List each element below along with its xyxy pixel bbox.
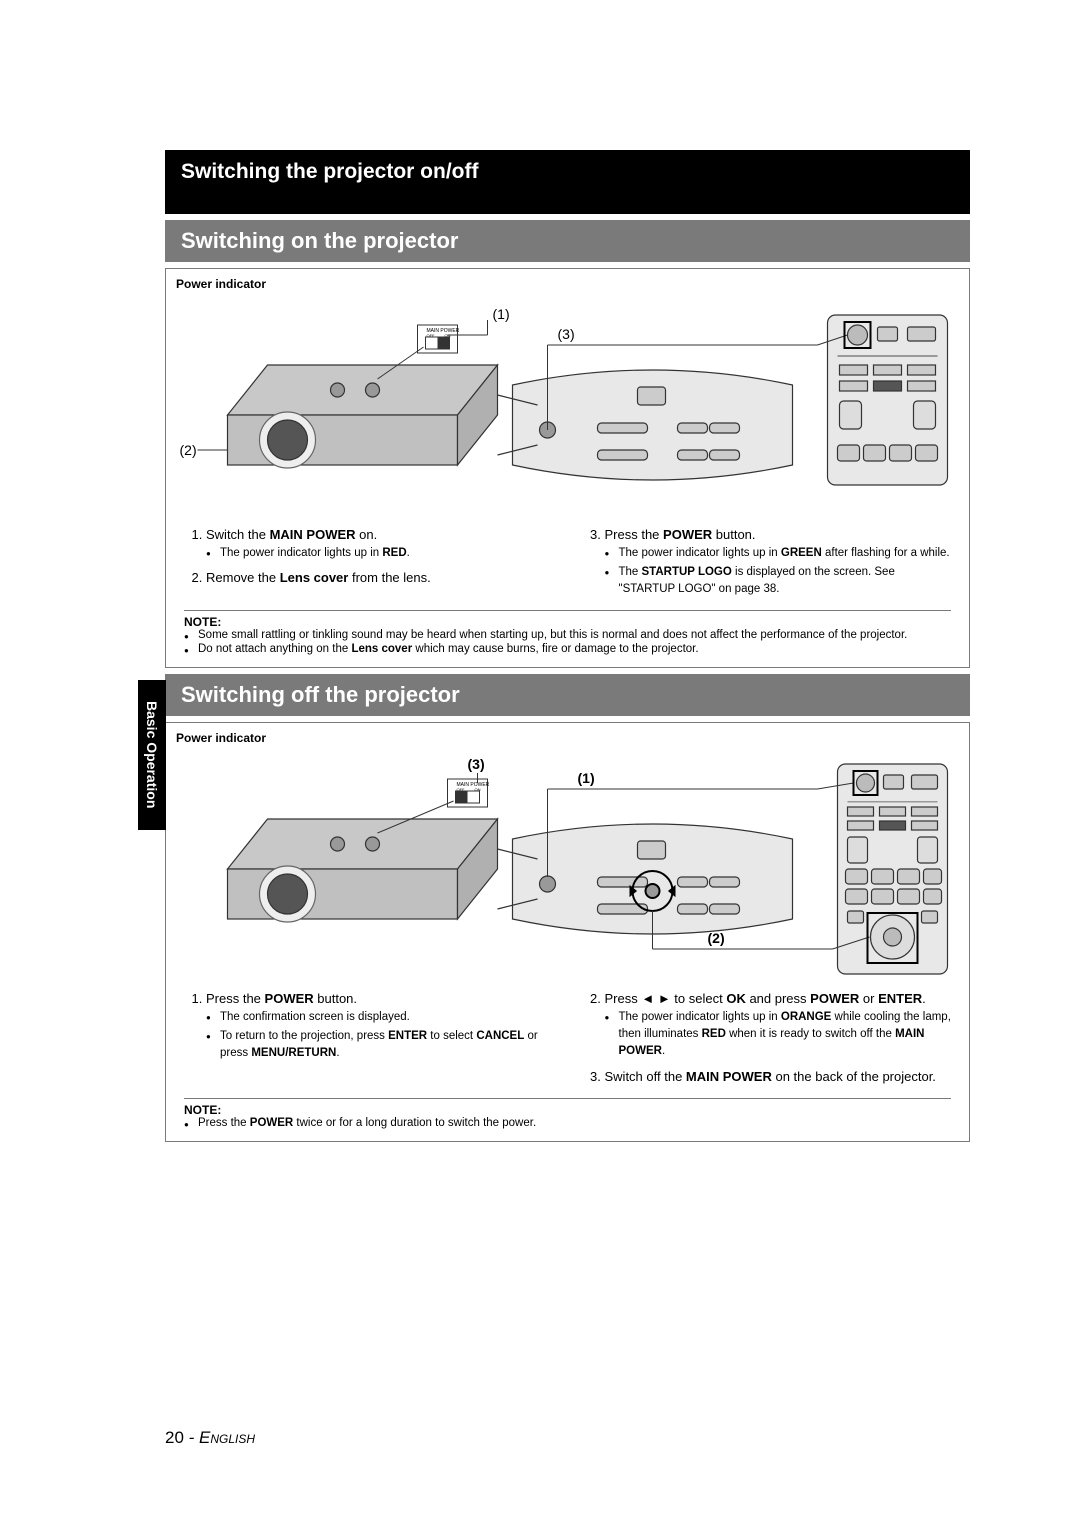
page-number: 20 bbox=[165, 1428, 184, 1447]
note-on-title: NOTE: bbox=[184, 615, 951, 629]
power-indicator-label-on: Power indicator bbox=[176, 277, 959, 291]
diagram-off: MAIN POWER OFF ON bbox=[176, 749, 959, 979]
projector-on-svg: MAIN POWER OFF ON bbox=[176, 295, 959, 515]
note-off-title: NOTE: bbox=[184, 1103, 951, 1117]
steps-on: Switch the MAIN POWER on. The power indi… bbox=[184, 525, 951, 604]
projector-off-svg: MAIN POWER OFF ON bbox=[176, 749, 959, 979]
step-on-3: Press the POWER button. The power indica… bbox=[605, 525, 952, 598]
step-on-3-sub1: The power indicator lights up in GREEN a… bbox=[619, 545, 952, 562]
step-off-2: Press ◄ ► to select OK and press POWER o… bbox=[605, 989, 952, 1060]
power-indicator-label-off: Power indicator bbox=[176, 731, 959, 745]
page-footer: 20 - English bbox=[165, 1428, 255, 1448]
page-title: Switching the projector on/off bbox=[181, 160, 954, 184]
diagram-on: MAIN POWER OFF ON bbox=[176, 295, 959, 515]
step-off-1: Press the POWER button. The confirmation… bbox=[206, 989, 553, 1062]
steps-off-right: Press ◄ ► to select OK and press POWER o… bbox=[583, 989, 952, 1092]
section-on-box: Power indicator bbox=[165, 268, 970, 668]
steps-on-left: Switch the MAIN POWER on. The power indi… bbox=[184, 525, 553, 604]
callout-2-off: (2) bbox=[708, 930, 725, 946]
callout-2-on: (2) bbox=[180, 442, 197, 458]
callout-1-on: (1) bbox=[493, 306, 510, 322]
callout-1-off: (1) bbox=[578, 770, 595, 786]
callout-3-on: (3) bbox=[558, 326, 575, 342]
steps-off: Press the POWER button. The confirmation… bbox=[184, 989, 951, 1092]
step-off-1-sub1: The confirmation screen is displayed. bbox=[220, 1009, 553, 1026]
step-on-1: Switch the MAIN POWER on. The power indi… bbox=[206, 525, 553, 562]
page-lang: English bbox=[199, 1428, 255, 1447]
page-title-bar: Switching the projector on/off bbox=[165, 150, 970, 214]
callout-3-off: (3) bbox=[468, 756, 485, 772]
section-on-heading-bar: Switching on the projector bbox=[165, 220, 970, 262]
section-off-heading-bar: Switching off the projector bbox=[165, 674, 970, 716]
step-off-2-sub: The power indicator lights up in ORANGE … bbox=[619, 1009, 952, 1061]
side-tab: Basic Operation bbox=[138, 680, 166, 830]
section-off-box: Power indicator bbox=[165, 722, 970, 1142]
section-on-heading: Switching on the projector bbox=[181, 228, 954, 254]
note-on-2: Do not attach anything on the Lens cover… bbox=[198, 643, 951, 655]
steps-off-left: Press the POWER button. The confirmation… bbox=[184, 989, 553, 1092]
step-on-2: Remove the Lens cover from the lens. bbox=[206, 568, 553, 588]
step-on-1-sub: The power indicator lights up in RED. bbox=[220, 545, 553, 562]
step-on-3-sub2: The STARTUP LOGO is displayed on the scr… bbox=[619, 564, 952, 599]
note-on: NOTE: Some small rattling or tinkling so… bbox=[184, 610, 951, 655]
switch-off-off: OFF bbox=[457, 787, 466, 792]
switch-off-on: OFF bbox=[427, 333, 436, 338]
step-off-1-sub2: To return to the projection, press ENTER… bbox=[220, 1028, 553, 1063]
note-on-1: Some small rattling or tinkling sound ma… bbox=[198, 629, 951, 641]
switch-on-off: ON bbox=[475, 787, 481, 792]
section-off-heading: Switching off the projector bbox=[181, 682, 954, 708]
step-off-3: Switch off the MAIN POWER on the back of… bbox=[605, 1067, 952, 1087]
note-off-1: Press the POWER twice or for a long dura… bbox=[198, 1117, 951, 1129]
steps-on-right: Press the POWER button. The power indica… bbox=[583, 525, 952, 604]
note-off: NOTE: Press the POWER twice or for a lon… bbox=[184, 1098, 951, 1129]
